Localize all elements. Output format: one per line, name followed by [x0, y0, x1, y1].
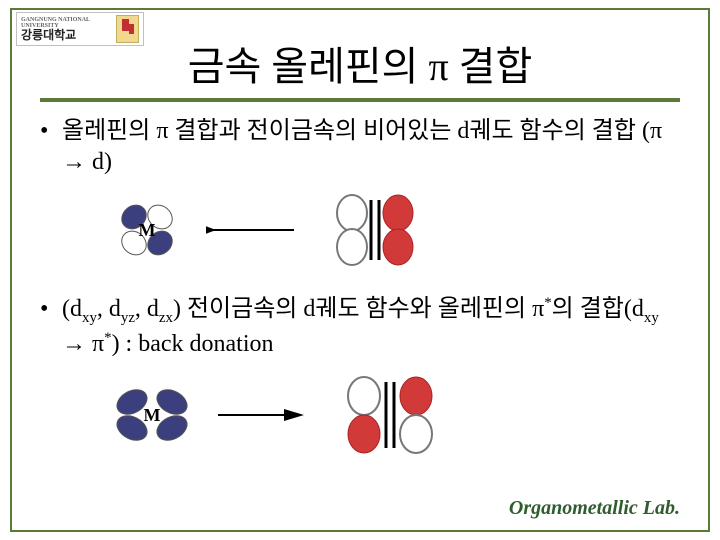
d-orbital-icon: M [110, 197, 184, 263]
bullet-dot: • [40, 294, 62, 359]
m-label: M [139, 220, 156, 240]
olefin-pi-icon [318, 188, 438, 272]
logo-emblem [116, 15, 139, 43]
figure-2: M [110, 370, 680, 460]
bullet-dot: • [40, 116, 62, 178]
figure-1: M [110, 188, 680, 272]
footer-label: Organometallic Lab. [509, 497, 680, 520]
m-label: M [144, 405, 161, 425]
bullet-2-text: (dxy, dyz, dzx) 전이금속의 d궤도 함수와 올레핀의 π*의 결… [62, 294, 680, 359]
content-area: • 올레핀의 π 결합과 전이금속의 비어있는 d궤도 함수의 결합 (π → … [12, 102, 708, 460]
university-logo: GANGNUNG NATIONAL UNIVERSITY 강릉대학교 [16, 12, 144, 46]
arrow-left-icon [206, 220, 296, 240]
logo-big-line: 강릉대학교 [21, 29, 110, 41]
dxy-orbital-icon: M [110, 385, 194, 445]
bullet-1-text: 올레핀의 π 결합과 전이금속의 비어있는 d궤도 함수의 결합 (π → d) [62, 116, 680, 178]
bullet-1: • 올레핀의 π 결합과 전이금속의 비어있는 d궤도 함수의 결합 (π → … [40, 116, 680, 178]
bullet-2: • (dxy, dyz, dzx) 전이금속의 d궤도 함수와 올레핀의 π*의… [40, 294, 680, 359]
olefin-pistar-icon [328, 370, 458, 460]
slide-frame: GANGNUNG NATIONAL UNIVERSITY 강릉대학교 금속 올레… [10, 8, 710, 532]
arrow-right-icon [216, 405, 306, 425]
